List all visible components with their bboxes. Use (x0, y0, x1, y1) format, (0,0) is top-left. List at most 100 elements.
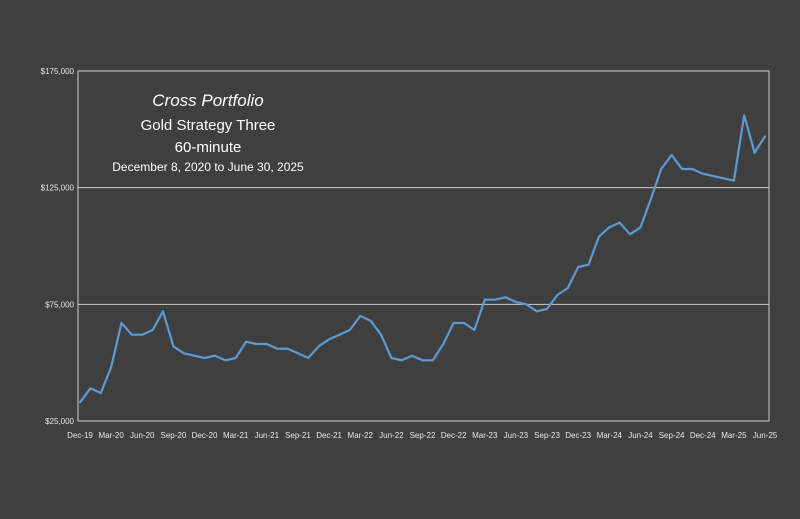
series-point (265, 343, 268, 345)
series-point (421, 359, 424, 362)
x-tick-label: Sep-22 (410, 431, 436, 440)
series-point (712, 175, 715, 177)
series-point (463, 322, 465, 324)
series-point (764, 135, 766, 138)
series-point (691, 168, 694, 170)
x-tick-label: Mar-21 (223, 431, 249, 440)
x-tick-label: Mar-25 (721, 431, 747, 440)
series-point (556, 294, 559, 296)
series-point (99, 392, 102, 394)
series-point (338, 333, 341, 336)
series-point (328, 338, 330, 341)
x-tick-label: Jun-23 (504, 431, 529, 440)
series-point (515, 301, 517, 303)
series-point (681, 168, 683, 170)
y-tick-label: $75,000 (45, 300, 74, 309)
series-point (317, 345, 320, 348)
series-point (245, 340, 247, 343)
series-point (390, 357, 393, 359)
series-point (732, 179, 735, 182)
series-point (411, 354, 414, 357)
series-point (598, 235, 600, 238)
x-tick-label: Sep-24 (659, 431, 685, 440)
gridlines (78, 187, 769, 305)
series-point (182, 352, 185, 355)
series-point (89, 387, 92, 390)
x-tick-label: Jun-20 (130, 431, 155, 440)
series-point (618, 221, 621, 224)
series-point (369, 319, 372, 322)
series-point (276, 347, 279, 350)
x-tick-label: Mar-24 (597, 431, 623, 440)
series-layer (79, 114, 766, 404)
x-tick-label: Sep-20 (161, 431, 187, 440)
series-point (110, 366, 113, 369)
x-tick-label: Dec-21 (316, 431, 342, 440)
series-point (546, 308, 548, 310)
series-point (442, 343, 445, 345)
chart-title: Cross Portfolio (152, 91, 263, 110)
series-line (79, 114, 766, 403)
x-tick-label: Jun-24 (628, 431, 653, 440)
x-tick-label: Mar-23 (472, 431, 498, 440)
series-point (629, 233, 631, 236)
series-point (670, 154, 673, 156)
series-point (224, 359, 227, 362)
series-point (307, 357, 310, 359)
series-point (380, 333, 382, 336)
series-point (297, 352, 299, 355)
series-point (504, 296, 507, 299)
y-tick-label: $25,000 (45, 417, 74, 426)
series-point (525, 303, 528, 306)
x-tick-label: Jun-21 (255, 431, 280, 440)
series-point (566, 287, 569, 289)
chart-subtitle-timeframe: 60-minute (175, 139, 242, 156)
chart-title-block: Cross Portfolio Gold Strategy Three 60-m… (112, 91, 304, 174)
chart-subtitle-strategy: Gold Strategy Three (141, 117, 276, 134)
x-tick-label: Dec-24 (690, 431, 716, 440)
x-axis-tick-labels: Dec-19 Mar-20 Jun-20 Sep-20 Dec-20 Mar-21 Jun-… (67, 431, 778, 440)
series-point (193, 354, 196, 357)
series-point (701, 172, 704, 175)
y-axis-tick-labels: $25,000 $75,000 $125,000 $175,000 (41, 67, 75, 426)
series-point (120, 322, 123, 324)
x-tick-label: Dec-19 (67, 431, 93, 440)
chart-subtitle-daterange: December 8, 2020 to June 30, 2025 (112, 160, 304, 174)
series-point (286, 347, 289, 350)
series-point (660, 168, 663, 170)
series-point (141, 333, 144, 336)
series-point (162, 310, 164, 313)
series-point (214, 354, 216, 357)
series-point (234, 357, 237, 359)
series-point (359, 315, 362, 317)
series-point (172, 345, 175, 348)
x-tick-label: Dec-23 (565, 431, 591, 440)
series-point (203, 357, 206, 359)
y-tick-label: $175,000 (41, 67, 75, 76)
series-point (431, 359, 434, 362)
series-point (743, 114, 746, 117)
series-point (130, 333, 133, 336)
x-tick-label: Mar-20 (98, 431, 124, 440)
x-tick-label: Sep-21 (285, 431, 311, 440)
x-tick-label: Dec-22 (441, 431, 467, 440)
series-point (255, 343, 258, 345)
x-tick-label: Mar-22 (348, 431, 374, 440)
series-point (639, 226, 642, 229)
plot-area-border (77, 70, 770, 422)
series-point (348, 329, 351, 331)
series-point (494, 298, 497, 301)
series-point (400, 359, 403, 362)
series-point (535, 310, 538, 313)
series-point (608, 226, 611, 229)
series-point (79, 401, 81, 404)
x-tick-label: Sep-23 (534, 431, 560, 440)
series-point (151, 329, 154, 331)
series-point (753, 151, 756, 154)
series-point (577, 266, 580, 268)
y-tick-label: $125,000 (41, 184, 75, 193)
series-point (473, 329, 476, 331)
x-tick-label: Jun-22 (379, 431, 404, 440)
series-point (722, 177, 725, 180)
